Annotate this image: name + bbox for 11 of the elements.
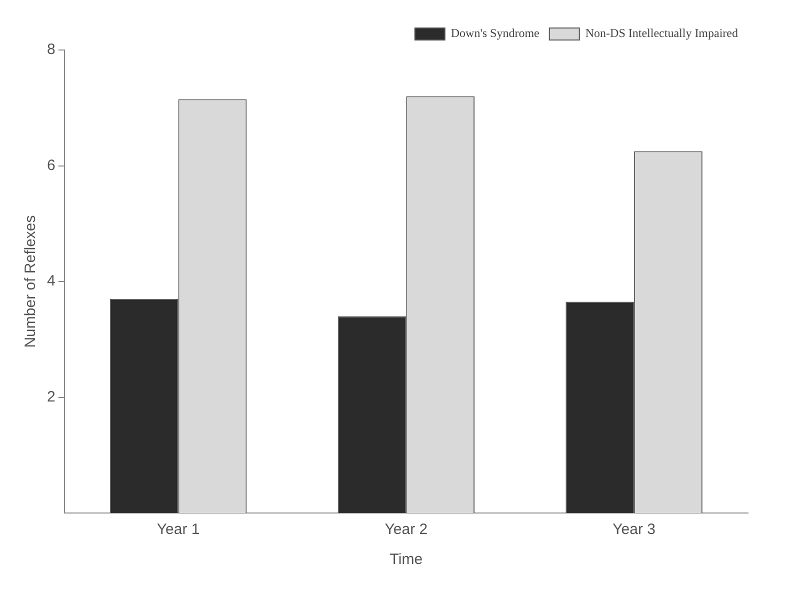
y-tick-label: 2 bbox=[47, 388, 56, 406]
y-tick-label: 8 bbox=[47, 41, 56, 58]
y-tick-label: 4 bbox=[47, 272, 56, 290]
y-axis-title: Number of Reflexes bbox=[22, 215, 40, 348]
x-tick-label: Year 1 bbox=[156, 521, 200, 538]
x-tick-label: Year 3 bbox=[612, 521, 656, 538]
x-axis-title: Time bbox=[390, 551, 423, 568]
x-tick-label: Year 2 bbox=[384, 521, 428, 538]
legend-label: Non-DS Intellectually Impaired bbox=[585, 26, 738, 40]
legend-label: Down's Syndrome bbox=[450, 26, 540, 40]
y-tick-label: 6 bbox=[47, 156, 56, 174]
